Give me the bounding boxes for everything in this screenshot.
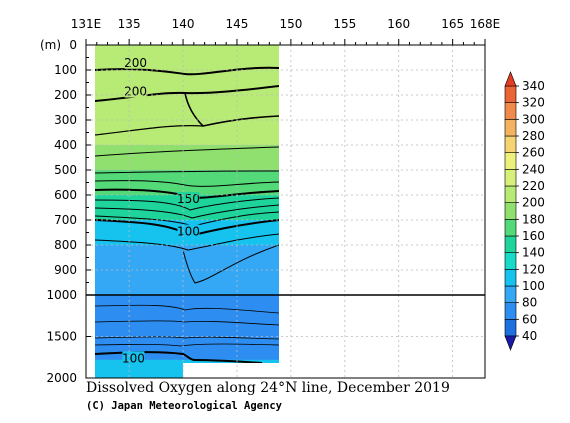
y-tick-label: 500	[54, 163, 77, 177]
oxygen-layer-1	[95, 65, 279, 145]
y-axis-ticks: 0 100 200 300 400 500 600 700 800 900 1000 1500 2000	[46, 38, 91, 385]
colorbar-swatch	[504, 235, 517, 253]
colorbar-label: 160	[522, 229, 545, 243]
contour-label: 200	[124, 56, 147, 70]
contour-line-90-deep	[95, 343, 279, 347]
grid-lines	[86, 45, 485, 378]
colorbar-swatch	[504, 119, 517, 137]
colorbar-extend-low	[504, 335, 517, 351]
x-tick-label: 160	[387, 17, 410, 31]
contour-label: 150	[177, 192, 200, 206]
colorbar-swatch	[504, 102, 517, 120]
colorbar-label: 200	[522, 196, 545, 210]
contour-label: 100	[122, 351, 145, 365]
y-tick-label: 1000	[46, 288, 77, 302]
contour-lines	[95, 66, 279, 364]
colorbar-swatch	[504, 302, 517, 320]
colorbar-label: 260	[522, 146, 545, 160]
colorbar-label: 140	[522, 246, 545, 260]
colorbar-label: 340	[522, 79, 545, 93]
colorbar-label: 60	[522, 312, 537, 326]
contour-line-180	[95, 146, 279, 157]
y-tick-label: 0	[69, 38, 77, 52]
contour-line-200-mid	[184, 92, 279, 127]
colorbar-label: 80	[522, 296, 537, 310]
oxygen-layer-2	[95, 145, 279, 170]
chart-credit: (C) Japan Meteorological Agency	[86, 400, 283, 412]
chart-title: Dissolved Oxygen along 24°N line, Decemb…	[86, 380, 450, 396]
colorbar-swatch	[504, 285, 517, 303]
x-tick-label: 131E	[71, 17, 102, 31]
contour-label-bg	[124, 84, 147, 98]
colorbar-swatch	[504, 219, 517, 237]
x-tick-label: 150	[279, 17, 302, 31]
colorbar: 40 60 80 100 120 140 160 180 200 220 240 260 280 300 3…	[504, 71, 545, 351]
contour-line-80-deep	[95, 336, 279, 340]
colorbar-label: 220	[522, 179, 545, 193]
y-tick-label: 700	[54, 213, 77, 227]
colorbar-label: 100	[522, 279, 545, 293]
colorbar-label: 280	[522, 129, 545, 143]
colorbar-swatch	[504, 152, 517, 170]
oxygen-layer-3	[95, 170, 279, 195]
contour-line-140	[95, 197, 279, 211]
colorbar-swatch	[504, 169, 517, 187]
contour-label-bg	[122, 351, 145, 365]
y-tick-label: 600	[54, 188, 77, 202]
colorbar-label: 320	[522, 96, 545, 110]
colorbar-swatch	[504, 135, 517, 153]
y-tick-label: 1500	[46, 330, 77, 344]
y-tick-label: 900	[54, 263, 77, 277]
x-tick-label: 165	[441, 17, 464, 31]
x-tick-label: 135	[118, 17, 141, 31]
colorbar-swatch	[504, 252, 517, 270]
x-tick-label: 155	[333, 17, 356, 31]
colorbar-label: 40	[522, 329, 537, 343]
contour-line-170	[95, 170, 279, 174]
y-axis-unit-label: (m)	[40, 38, 61, 52]
contour-label-bg	[124, 55, 147, 69]
y-tick-label: 800	[54, 238, 77, 252]
contour-line-200-upper	[95, 66, 279, 76]
y-tick-label: 100	[54, 63, 77, 77]
contour-line-160	[95, 180, 279, 187]
contour-line-200-shallow	[95, 125, 204, 136]
x-tick-label: 140	[172, 17, 195, 31]
contour-line-80	[182, 244, 279, 284]
contour-label-bg	[177, 224, 200, 238]
colorbar-swatch	[504, 202, 517, 220]
x-tick-label: 168E	[470, 17, 501, 31]
x-axis-ticks: 131E 135 140 145 150 155 160 165 168E	[71, 17, 501, 45]
colorbar-swatch	[504, 85, 517, 103]
y-tick-label: 200	[54, 88, 77, 102]
contour-line-90	[95, 233, 279, 251]
x-tick-label: 145	[226, 17, 249, 31]
colorbar-label: 240	[522, 162, 545, 176]
plot-frame	[85, 44, 486, 379]
colorbar-swatch	[504, 319, 517, 337]
colorbar-extend-high	[504, 71, 517, 87]
contour-line-130	[95, 204, 279, 219]
contour-label: 100	[177, 225, 200, 239]
colorbar-label: 120	[522, 262, 545, 276]
contour-label: 200	[124, 85, 147, 99]
colorbar-label: 180	[522, 212, 545, 226]
colorbar-label: 300	[522, 112, 545, 126]
contour-line-70-deep-1	[95, 304, 279, 314]
colorbar-swatch	[504, 269, 517, 287]
y-tick-label: 400	[54, 138, 77, 152]
y-tick-label: 2000	[46, 371, 77, 385]
contour-line-70-deep-2	[95, 320, 279, 326]
y-tick-label: 300	[54, 113, 77, 127]
colorbar-swatch	[504, 185, 517, 203]
